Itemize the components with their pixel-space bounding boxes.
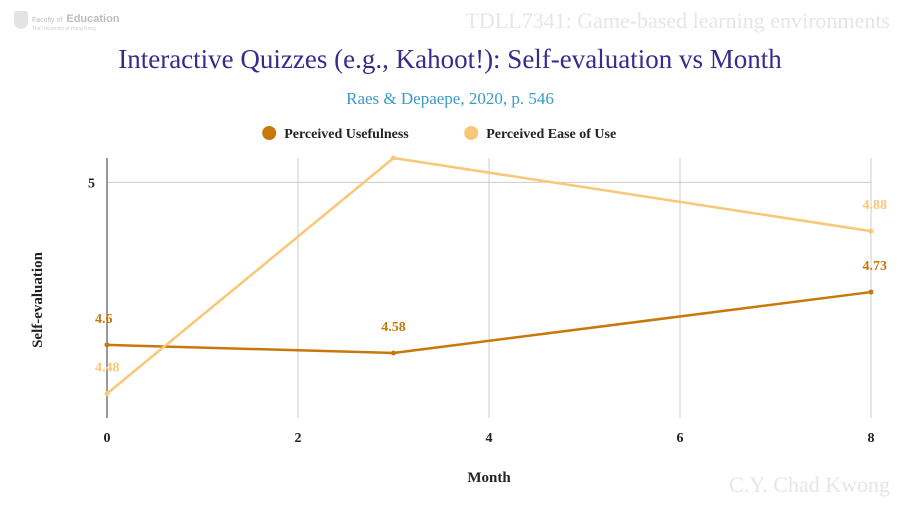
y-axis-title: Self-evaluation: [30, 251, 46, 347]
logo-big-text: Education: [66, 13, 120, 25]
logo-small-text: Faculty of: [32, 17, 63, 24]
data-point: [104, 342, 110, 348]
faculty-logo: Faculty of Education The University of H…: [14, 10, 120, 32]
legend-label-1: Perceived Usefulness: [284, 127, 409, 142]
legend-marker-1: [262, 126, 277, 140]
author-name: C.Y. Chad Kwong: [729, 472, 890, 497]
y-tick-label: 5: [88, 176, 95, 191]
data-point: [391, 155, 396, 161]
data-point: [104, 391, 110, 397]
x-tick-label: 4: [486, 431, 493, 446]
data-label: 4.88: [863, 198, 888, 213]
data-label: 4.6: [95, 312, 113, 327]
x-tick-label: 0: [104, 431, 111, 446]
x-axis-title: Month: [467, 470, 511, 486]
data-label: 4.48: [95, 361, 120, 376]
data-label: 4.73: [863, 259, 888, 274]
legend-marker-2: [464, 126, 479, 140]
data-point: [868, 228, 874, 234]
chart-subtitle: Raes & Depaepe, 2020, p. 546: [346, 89, 554, 108]
legend-label-2: Perceived Ease of Use: [486, 127, 616, 142]
logo-sub-text: The University of Hong Kong: [32, 26, 96, 32]
x-tick-label: 8: [868, 431, 875, 446]
data-point: [391, 350, 396, 356]
chart-title: Interactive Quizzes (e.g., Kahoot!): Sel…: [118, 44, 782, 74]
data-label: 4.58: [381, 320, 406, 335]
x-tick-label: 2: [295, 431, 302, 446]
crest-icon: [14, 11, 28, 29]
data-point: [868, 289, 874, 295]
x-tick-label: 6: [677, 431, 684, 446]
course-title: TDLL7341: Game-based learning environmen…: [465, 8, 890, 33]
